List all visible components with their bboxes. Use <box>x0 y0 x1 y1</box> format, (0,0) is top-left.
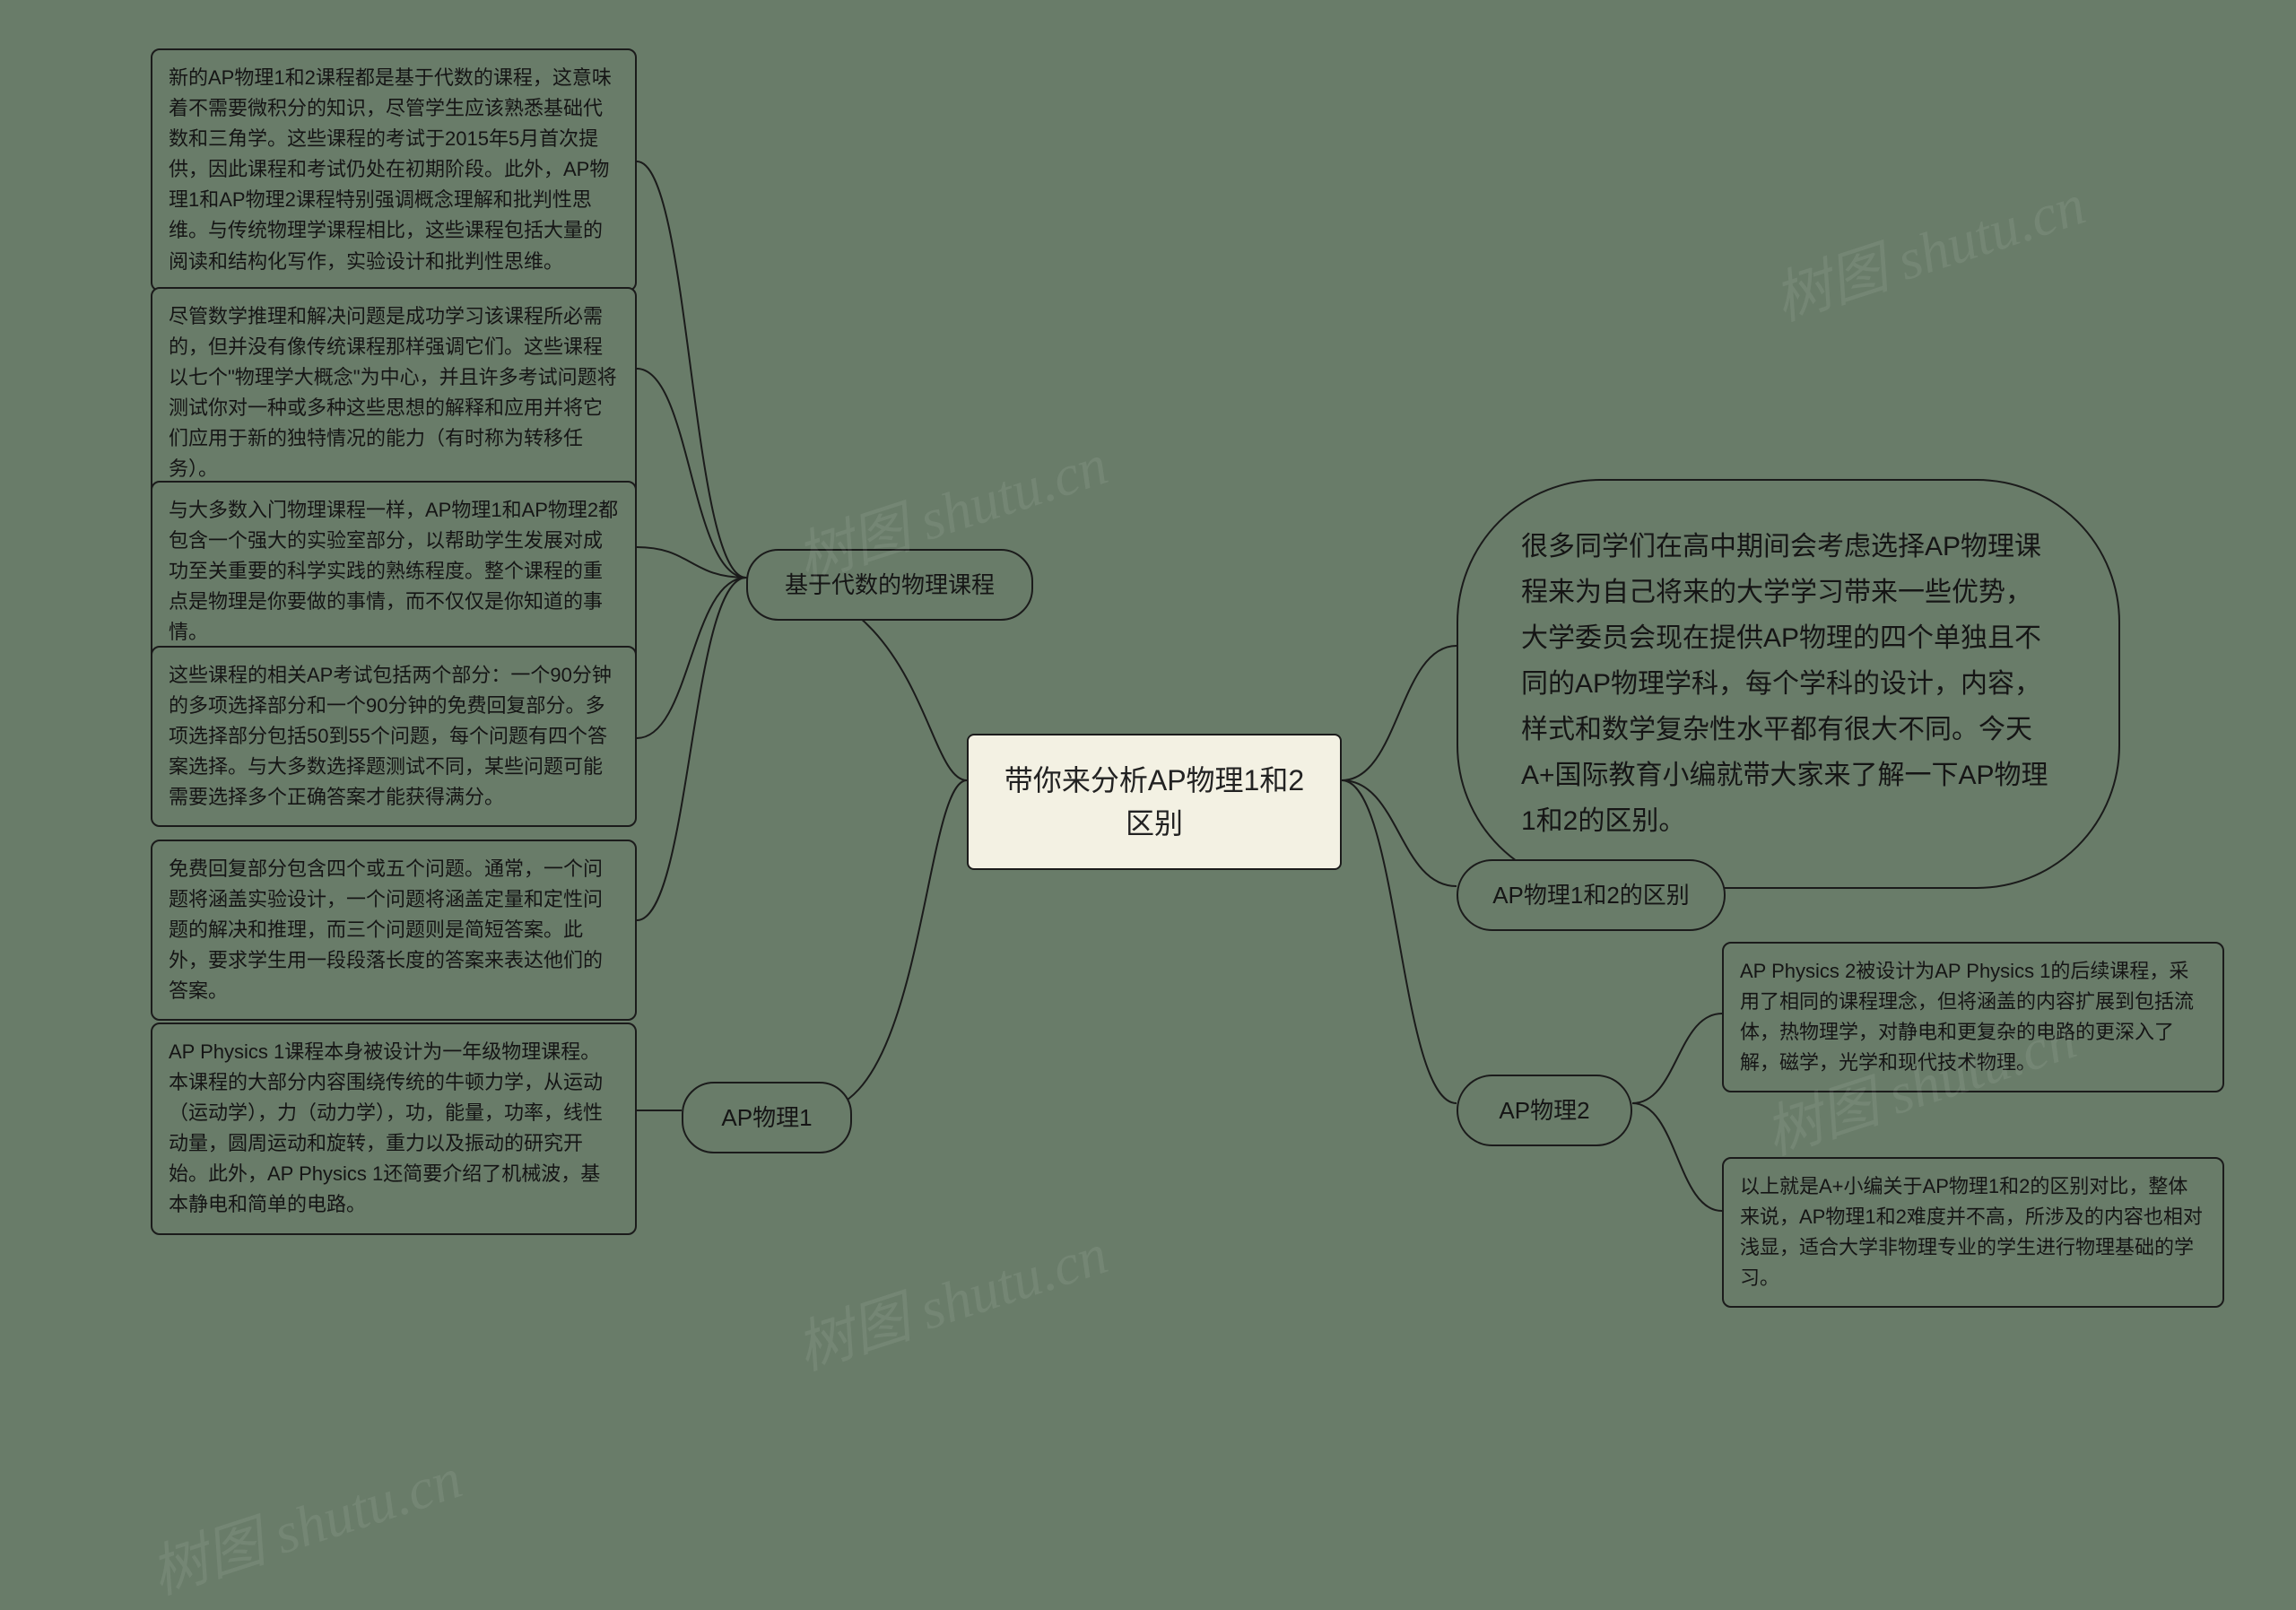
intro-node: 很多同学们在高中期间会考虑选择AP物理课程来为自己将来的大学学习带来一些优势，大… <box>1457 479 2120 889</box>
watermark-text: 树图 shutu.cn <box>789 1222 1115 1381</box>
edge <box>816 780 967 1110</box>
edge <box>637 578 746 920</box>
edge <box>637 161 746 578</box>
phys1-child: AP Physics 1课程本身被设计为一年级物理课程。本课程的大部分内容围绕传… <box>151 1023 637 1235</box>
phys1-label-text: AP物理1 <box>721 1104 812 1131</box>
algebra-child-1: 尽管数学推理和解决问题是成功学习该课程所必需的，但并没有像传统课程那样强调它们。… <box>151 287 637 500</box>
edge <box>1342 780 1457 1103</box>
edge <box>1342 646 1457 780</box>
edge <box>637 369 746 578</box>
edge <box>637 578 746 738</box>
phys2-child-b: 以上就是A+小编关于AP物理1和2的区别对比，整体来说，AP物理1和2难度并不高… <box>1722 1157 2224 1308</box>
algebra-child-0-text: 新的AP物理1和2课程都是基于代数的课程，这意味着不需要微积分的知识，尽管学生应… <box>169 66 612 273</box>
algebra-child-2: 与大多数入门物理课程一样，AP物理1和AP物理2都包含一个强大的实验室部分，以帮… <box>151 481 637 662</box>
algebra-child-2-text: 与大多数入门物理课程一样，AP物理1和AP物理2都包含一个强大的实验室部分，以帮… <box>169 499 618 643</box>
algebra-label-text: 基于代数的物理课程 <box>785 571 995 598</box>
phys2-b-text: 以上就是A+小编关于AP物理1和2的区别对比，整体来说，AP物理1和2难度并不高… <box>1740 1175 2203 1289</box>
algebra-child-4: 免费回复部分包含四个或五个问题。通常，一个问题将涵盖实验设计，一个问题将涵盖定量… <box>151 840 637 1021</box>
phys2-a-text: AP Physics 2被设计为AP Physics 1的后续课程，采用了相同的… <box>1740 960 2194 1074</box>
algebra-label-node: 基于代数的物理课程 <box>746 549 1033 621</box>
intro-text: 很多同学们在高中期间会考虑选择AP物理课程来为自己将来的大学学习带来一些优势，大… <box>1521 532 2048 836</box>
phys2-label-node: AP物理2 <box>1457 1075 1632 1146</box>
algebra-child-3-text: 这些课程的相关AP考试包括两个部分：一个90分钟的多项选择部分和一个90分钟的免… <box>169 664 612 808</box>
edge <box>1632 1014 1722 1103</box>
algebra-child-0: 新的AP物理1和2课程都是基于代数的课程，这意味着不需要微积分的知识，尽管学生应… <box>151 48 637 292</box>
diff-label-text: AP物理1和2的区别 <box>1492 882 1690 909</box>
phys1-child-text: AP Physics 1课程本身被设计为一年级物理课程。本课程的大部分内容围绕传… <box>169 1040 603 1215</box>
edge <box>1632 1103 1722 1211</box>
watermark: 树图 shutu.cn <box>139 1432 471 1610</box>
root-text: 带你来分析AP物理1和2区别 <box>1004 764 1304 840</box>
watermark-text: 树图 shutu.cn <box>144 1446 469 1606</box>
watermark: 树图 shutu.cn <box>1762 159 2094 336</box>
algebra-child-1-text: 尽管数学推理和解决问题是成功学习该课程所必需的，但并没有像传统课程那样强调它们。… <box>169 305 617 480</box>
watermark: 树图 shutu.cn <box>785 1208 1117 1386</box>
edge <box>1342 780 1457 886</box>
phys1-label-node: AP物理1 <box>682 1082 852 1153</box>
watermark-text: 树图 shutu.cn <box>1767 172 2092 332</box>
diff-label-node: AP物理1和2的区别 <box>1457 859 1726 931</box>
phys2-label-text: AP物理2 <box>1499 1097 1589 1124</box>
phys2-child-a: AP Physics 2被设计为AP Physics 1的后续课程，采用了相同的… <box>1722 942 2224 1092</box>
algebra-child-4-text: 免费回复部分包含四个或五个问题。通常，一个问题将涵盖实验设计，一个问题将涵盖定量… <box>169 857 603 1002</box>
edge <box>637 547 746 578</box>
root-node: 带你来分析AP物理1和2区别 <box>967 734 1342 870</box>
algebra-child-3: 这些课程的相关AP考试包括两个部分：一个90分钟的多项选择部分和一个90分钟的免… <box>151 646 637 827</box>
